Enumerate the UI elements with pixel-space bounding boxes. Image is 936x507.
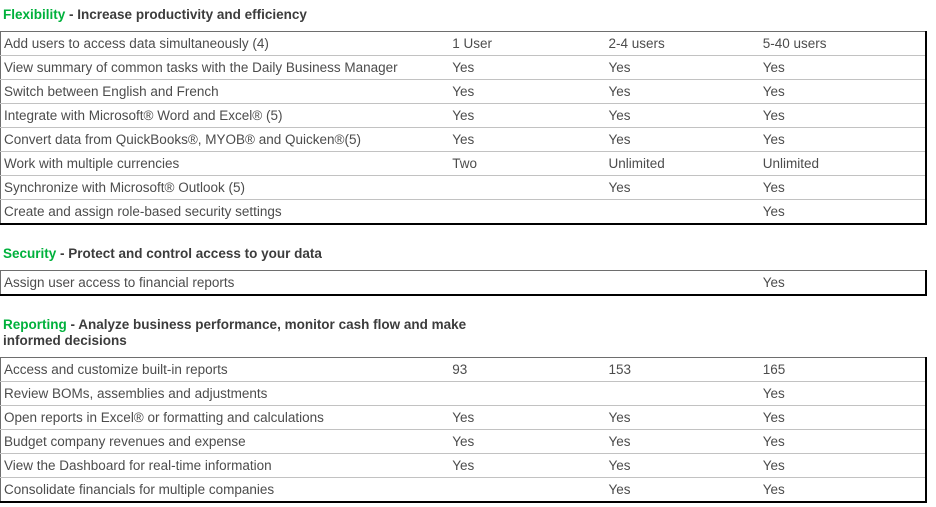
table-row: Access and customize built-in reports 93… xyxy=(1,358,927,382)
feature-label: Budget company revenues and expense xyxy=(0,429,451,454)
section-tagline: - Protect and control access to your dat… xyxy=(56,246,322,261)
table-row: Review BOMs, assemblies and adjustments … xyxy=(0,381,926,406)
feature-section: Security - Protect and control access to… xyxy=(0,246,936,296)
feature-table-body: Add users to access data simultaneously … xyxy=(0,32,927,224)
value-cell-1: Yes xyxy=(450,103,607,128)
section-heading: Reporting - Analyze business performance… xyxy=(3,317,483,349)
value-cell-1 xyxy=(450,175,607,200)
value-cell-2 xyxy=(606,199,761,224)
feature-label: View summary of common tasks with the Da… xyxy=(0,55,451,80)
feature-label: View the Dashboard for real-time informa… xyxy=(0,453,451,478)
value-cell-1: Two xyxy=(450,151,607,176)
feature-label: Integrate with Microsoft® Word and Excel… xyxy=(0,103,451,128)
value-cell-2: Yes xyxy=(606,79,761,104)
value-cell-3: Yes xyxy=(760,429,926,454)
value-cell-1: Yes xyxy=(450,453,607,478)
value-cell-1: Yes xyxy=(450,55,607,80)
value-cell-3: Yes xyxy=(760,405,926,430)
value-cell-3: Yes xyxy=(762,275,785,290)
value-cell-3: Yes xyxy=(760,127,926,152)
value-cell-2: Yes xyxy=(606,103,761,128)
feature-section: Flexibility - Increase productivity and … xyxy=(0,7,936,225)
feature-label: Create and assign role-based security se… xyxy=(0,199,451,224)
value-cell-2: Unlimited xyxy=(606,151,761,176)
value-cell-3: Yes xyxy=(760,477,926,502)
value-cell-3: Yes xyxy=(760,175,926,200)
feature-table-body: Access and customize built-in reports 93… xyxy=(0,358,927,502)
table-row: Assign user access to financial reports … xyxy=(1,271,927,296)
section-name: Security xyxy=(3,246,57,261)
table-row: Budget company revenues and expense Yes … xyxy=(0,429,926,454)
section-name: Reporting xyxy=(3,317,67,332)
value-cell-2: Yes xyxy=(606,127,761,152)
table-row: View summary of common tasks with the Da… xyxy=(0,55,926,80)
table-row: Open reports in Excel® or formatting and… xyxy=(0,405,926,430)
table-row: Integrate with Microsoft® Word and Excel… xyxy=(0,103,926,128)
feature-label: Access and customize built-in reports xyxy=(4,362,228,377)
feature-label: Synchronize with Microsoft® Outlook (5) xyxy=(0,175,451,200)
section-heading: Flexibility - Increase productivity and … xyxy=(3,7,483,23)
value-cell-1 xyxy=(450,271,606,296)
table-row: Create and assign role-based security se… xyxy=(0,199,926,224)
table-row: Synchronize with Microsoft® Outlook (5) … xyxy=(0,175,926,200)
feature-label: Switch between English and French xyxy=(0,79,451,104)
value-cell-3: Unlimited xyxy=(760,151,926,176)
value-cell-3: 165 xyxy=(762,362,786,377)
feature-label: Consolidate financials for multiple comp… xyxy=(0,477,451,502)
value-cell-1 xyxy=(450,477,607,502)
value-cell-3: Yes xyxy=(760,453,926,478)
feature-label: Assign user access to financial reports xyxy=(4,275,235,290)
value-cell-2: Yes xyxy=(606,175,761,200)
value-cell-2: Yes xyxy=(606,453,761,478)
table-row: View the Dashboard for real-time informa… xyxy=(0,453,926,478)
feature-label: Review BOMs, assemblies and adjustments xyxy=(0,381,451,406)
value-cell-1: Yes xyxy=(450,79,607,104)
value-cell-1 xyxy=(450,199,607,224)
value-cell-3: 5-40 users xyxy=(762,36,827,51)
section-heading: Security - Protect and control access to… xyxy=(3,246,483,262)
value-cell-3: Yes xyxy=(760,199,926,224)
value-cell-1: Yes xyxy=(450,127,607,152)
feature-table: Assign user access to financial reports … xyxy=(0,270,927,296)
feature-label: Add users to access data simultaneously … xyxy=(4,36,269,51)
table-row: Work with multiple currencies Two Unlimi… xyxy=(0,151,926,176)
feature-label: Convert data from QuickBooks®, MYOB® and… xyxy=(0,127,451,152)
feature-label: Open reports in Excel® or formatting and… xyxy=(0,405,451,430)
feature-label: Work with multiple currencies xyxy=(0,151,451,176)
table-row: Convert data from QuickBooks®, MYOB® and… xyxy=(0,127,926,152)
table-row: Add users to access data simultaneously … xyxy=(1,32,927,56)
value-cell-1 xyxy=(450,381,607,406)
value-cell-3: Yes xyxy=(760,79,926,104)
feature-table: Access and customize built-in reports 93… xyxy=(0,357,927,503)
table-row: Switch between English and French Yes Ye… xyxy=(0,79,926,104)
feature-table-body: Assign user access to financial reports … xyxy=(1,271,927,296)
value-cell-2 xyxy=(606,381,761,406)
value-cell-3: Yes xyxy=(760,103,926,128)
value-cell-2: Yes xyxy=(606,477,761,502)
value-cell-2 xyxy=(606,271,760,296)
value-cell-1: Yes xyxy=(450,405,607,430)
section-tagline: - Increase productivity and efficiency xyxy=(65,7,307,22)
feature-table: Add users to access data simultaneously … xyxy=(0,31,927,225)
value-cell-2: Yes xyxy=(606,55,761,80)
value-cell-1: 1 User xyxy=(452,36,492,51)
value-cell-2: Yes xyxy=(606,405,761,430)
feature-section: Reporting - Analyze business performance… xyxy=(0,317,936,503)
value-cell-1: Yes xyxy=(450,429,607,454)
value-cell-2: 2-4 users xyxy=(608,36,665,51)
table-row: Consolidate financials for multiple comp… xyxy=(0,477,926,502)
section-tagline: - Analyze business performance, monitor … xyxy=(3,317,467,348)
section-name: Flexibility xyxy=(3,7,66,22)
value-cell-3: Yes xyxy=(760,381,926,406)
value-cell-1: 93 xyxy=(452,362,468,377)
value-cell-2: 153 xyxy=(608,362,631,377)
value-cell-2: Yes xyxy=(606,429,761,454)
value-cell-3: Yes xyxy=(760,55,926,80)
